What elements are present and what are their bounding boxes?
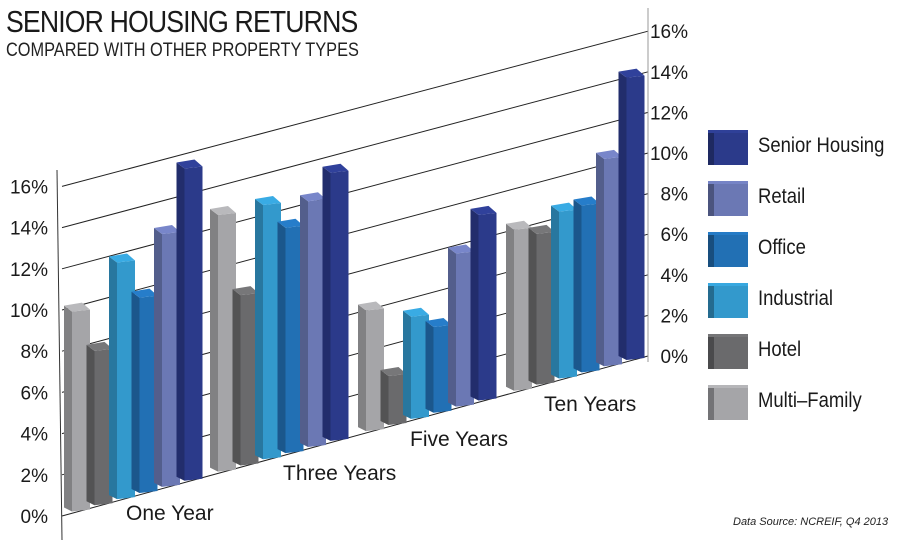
- left-axis-line: [56, 169, 63, 541]
- legend-label: Industrial: [758, 287, 833, 310]
- bar: [380, 366, 407, 426]
- right-tick-label: 6%: [661, 225, 689, 246]
- legend-swatch-icon: [708, 181, 748, 216]
- bar: [596, 149, 622, 367]
- grid-line: [61, 30, 649, 187]
- bar: [232, 286, 259, 466]
- bar: [528, 224, 555, 385]
- left-tick-label: 8%: [21, 342, 49, 363]
- legend-swatch-icon: [708, 385, 748, 420]
- legend-label: Hotel: [758, 338, 802, 361]
- legend-swatch-icon: [708, 130, 748, 165]
- left-tick-label: 4%: [21, 425, 49, 446]
- legend-swatch-icon: [708, 283, 748, 318]
- category-label: Ten Years: [544, 393, 636, 416]
- left-tick-label: 12%: [10, 260, 48, 281]
- bar: [322, 163, 349, 441]
- bar: [277, 218, 304, 454]
- bar: [448, 244, 474, 407]
- left-tick-label: 6%: [21, 383, 49, 404]
- right-tick-label: 16%: [650, 22, 688, 43]
- bar: [300, 192, 326, 448]
- right-tick-label: 4%: [661, 266, 689, 287]
- legend-label: Retail: [758, 185, 806, 208]
- bar: [358, 301, 384, 432]
- bar: [573, 196, 600, 373]
- bar: [109, 253, 135, 500]
- bar: [618, 68, 645, 361]
- left-tick-label: 2%: [21, 466, 49, 487]
- right-tick-label: 10%: [650, 144, 688, 165]
- bar: [86, 341, 113, 506]
- bar: [210, 205, 236, 472]
- bar: [131, 288, 158, 494]
- right-tick-label: 2%: [661, 306, 689, 327]
- bar: [255, 196, 281, 460]
- data-source-note: Data Source: NCREIF, Q4 2013: [733, 516, 889, 528]
- left-tick-label: 0%: [21, 507, 49, 528]
- chart-subtitle: COMPARED WITH OTHER PROPERTY TYPES: [6, 40, 359, 61]
- left-axis-ticks: 16% 14% 12% 10% 8% 6% 4% 2% 0%: [10, 177, 48, 528]
- left-tick-label: 10%: [10, 301, 48, 322]
- bar: [551, 202, 577, 379]
- legend-swatch-icon: [708, 334, 748, 369]
- bar: [403, 307, 429, 419]
- bar: [176, 159, 203, 481]
- category-label: Five Years: [410, 428, 508, 451]
- bar: [64, 302, 90, 512]
- right-tick-label: 12%: [650, 103, 688, 124]
- category-labels: One Year Three Years Five Years Ten Years: [126, 393, 636, 525]
- right-tick-label: 0%: [661, 347, 689, 368]
- category-label: One Year: [126, 502, 214, 525]
- grid-line: [61, 71, 649, 229]
- bars: [64, 68, 645, 512]
- legend-label: Office: [758, 236, 806, 259]
- right-axis-ticks: 16% 14% 12% 10% 8% 6% 4% 2% 0%: [650, 22, 688, 368]
- right-tick-label: 8%: [661, 185, 689, 206]
- left-tick-label: 14%: [10, 219, 48, 240]
- bar: [470, 205, 497, 401]
- chart-title: SENIOR HOUSING RETURNS: [6, 4, 358, 39]
- legend-label: Senior Housing: [758, 134, 885, 157]
- right-tick-label: 14%: [650, 63, 688, 84]
- legend-label: Multi–Family: [758, 389, 862, 412]
- legend-swatch-icon: [708, 232, 748, 267]
- bar: [506, 220, 532, 391]
- bar: [154, 225, 180, 487]
- left-tick-label: 16%: [10, 177, 48, 198]
- bar: [425, 317, 452, 413]
- category-label: Three Years: [283, 462, 396, 485]
